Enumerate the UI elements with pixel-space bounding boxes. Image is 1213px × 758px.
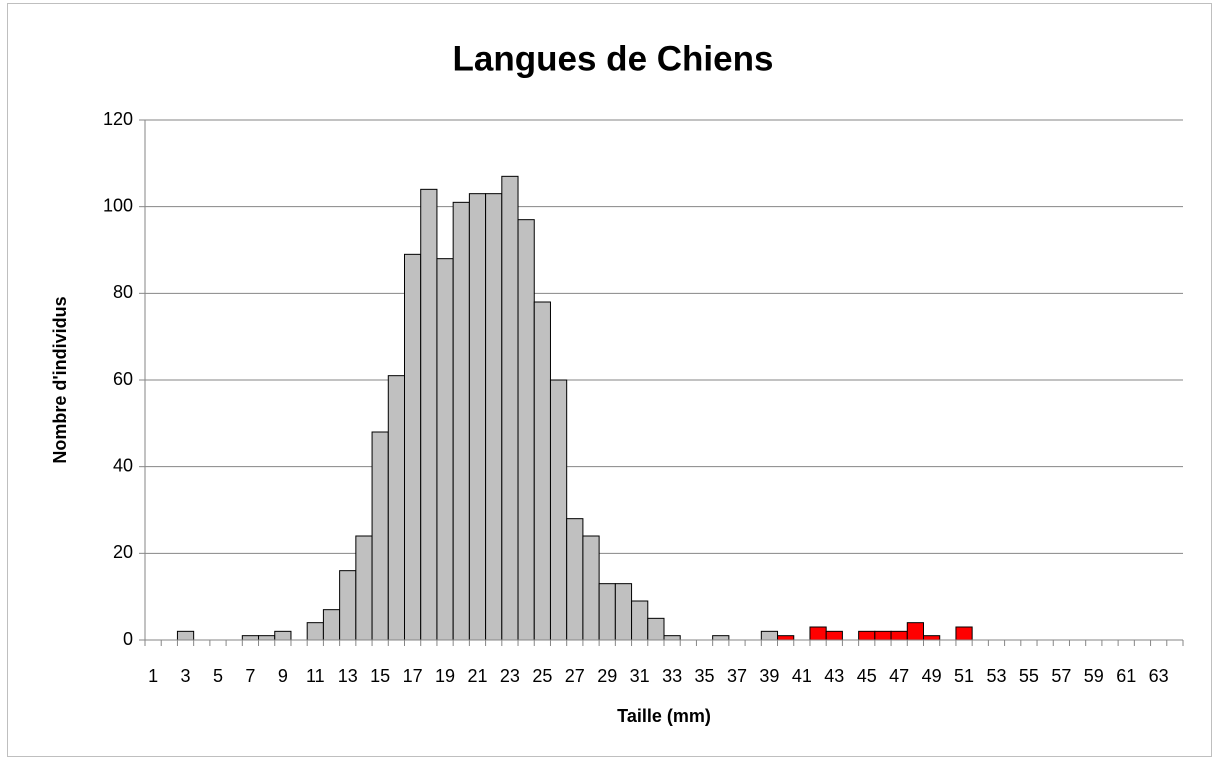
bar <box>955 626 973 641</box>
bar <box>241 635 260 641</box>
x-tick-label: 21 <box>467 666 487 686</box>
x-tick-label: 11 <box>306 666 325 686</box>
bar <box>404 253 422 641</box>
x-tick-label: 41 <box>792 666 812 686</box>
bar <box>258 635 276 641</box>
bar <box>452 201 470 641</box>
bar <box>549 379 568 641</box>
bar <box>809 626 827 641</box>
x-axis-title: Taille (mm) <box>617 706 711 726</box>
x-tick-label: 49 <box>922 666 942 686</box>
bar <box>614 583 633 641</box>
y-tick-label: 100 <box>103 195 133 215</box>
x-tick-label: 53 <box>986 666 1006 686</box>
bar <box>566 518 584 641</box>
bar <box>355 535 373 641</box>
x-tick-label: 27 <box>565 666 585 686</box>
bar <box>436 258 454 641</box>
x-tick-label: 23 <box>500 666 520 686</box>
bar <box>858 630 876 641</box>
y-tick-label: 20 <box>113 542 133 562</box>
bar <box>468 193 487 641</box>
bar <box>420 188 438 641</box>
bar <box>631 600 649 641</box>
bar <box>371 431 389 641</box>
x-tick-label: 43 <box>824 666 844 686</box>
x-tick-label: 15 <box>370 666 390 686</box>
chart-title: Langues de Chiens <box>453 39 774 78</box>
x-tick-label: 35 <box>695 666 715 686</box>
bar <box>582 535 600 641</box>
bar <box>647 617 665 641</box>
x-tick-label: 3 <box>181 666 191 686</box>
bar <box>825 630 843 641</box>
y-tick-label: 80 <box>113 282 133 302</box>
x-tick-label: 57 <box>1051 666 1071 686</box>
bar <box>533 301 551 641</box>
bar <box>712 635 730 641</box>
bar <box>485 193 503 641</box>
bar <box>663 635 681 641</box>
bar <box>906 622 924 641</box>
bar <box>274 630 292 641</box>
bar <box>760 630 779 641</box>
x-tick-label: 55 <box>1019 666 1039 686</box>
bar <box>874 630 892 641</box>
x-tick-label: 45 <box>857 666 877 686</box>
bar <box>501 175 519 641</box>
bar <box>777 635 795 641</box>
bar <box>517 219 535 641</box>
x-tick-label: 59 <box>1084 666 1104 686</box>
bar <box>306 622 324 641</box>
x-tick-label: 7 <box>245 666 255 686</box>
x-tick-label: 13 <box>338 666 358 686</box>
x-tick-label: 1 <box>148 666 158 686</box>
x-tick-label: 63 <box>1149 666 1169 686</box>
x-tick-label: 51 <box>954 666 974 686</box>
x-tick-label: 61 <box>1116 666 1136 686</box>
bar <box>339 570 357 641</box>
y-tick-label: 0 <box>123 629 133 649</box>
x-tick-label: 29 <box>597 666 617 686</box>
x-tick-label: 31 <box>630 666 650 686</box>
x-tick-label: 25 <box>532 666 552 686</box>
y-tick-label: 120 <box>103 109 133 129</box>
x-tick-label: 5 <box>213 666 223 686</box>
x-tick-label: 47 <box>889 666 909 686</box>
y-tick-label: 40 <box>113 455 133 475</box>
x-tick-label: 39 <box>759 666 779 686</box>
x-tick-label: 17 <box>403 666 423 686</box>
x-tick-label: 37 <box>727 666 747 686</box>
bar <box>890 630 908 641</box>
bar <box>598 583 616 641</box>
x-tick-label: 33 <box>662 666 682 686</box>
bar <box>387 375 405 641</box>
x-tick-label: 19 <box>435 666 455 686</box>
y-axis-title: Nombre d'individus <box>50 296 70 463</box>
x-tick-label: 9 <box>278 666 288 686</box>
y-tick-label: 60 <box>113 369 133 389</box>
bar <box>176 630 195 641</box>
bar <box>923 635 941 641</box>
bar <box>322 609 341 641</box>
